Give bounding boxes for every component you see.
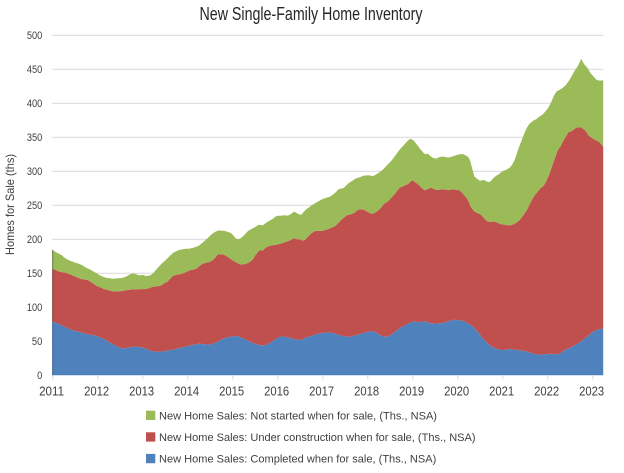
svg-text:Homes for Sale (ths): Homes for Sale (ths) [4,154,17,255]
svg-text:2019: 2019 [399,383,424,398]
svg-text:2015: 2015 [219,383,244,398]
svg-text:2014: 2014 [174,383,199,398]
svg-text:300: 300 [27,166,42,178]
svg-text:0: 0 [37,370,42,382]
svg-text:2022: 2022 [534,383,559,398]
svg-text:2016: 2016 [264,383,289,398]
svg-text:2020: 2020 [444,383,469,398]
svg-text:400: 400 [27,98,42,110]
svg-text:2012: 2012 [84,383,109,398]
svg-text:New Home Sales: Not started wh: New Home Sales: Not started when for sal… [159,411,437,423]
svg-text:New Single-Family Home Invento: New Single-Family Home Inventory [200,4,423,24]
svg-text:200: 200 [27,234,42,246]
svg-text:150: 150 [27,268,42,280]
svg-text:350: 350 [27,132,42,144]
svg-text:2023: 2023 [579,383,604,398]
svg-text:New Home Sales: Under construc: New Home Sales: Under construction when … [159,432,476,444]
svg-text:2013: 2013 [129,383,154,398]
svg-text:New Home Sales: Completed when: New Home Sales: Completed when for sale,… [159,454,437,466]
svg-text:500: 500 [27,30,42,42]
svg-text:100: 100 [27,302,42,314]
svg-text:250: 250 [27,200,42,212]
svg-text:2021: 2021 [489,383,514,398]
svg-text:2011: 2011 [39,383,64,398]
svg-text:450: 450 [27,64,42,76]
svg-text:2018: 2018 [354,383,379,398]
svg-text:50: 50 [32,336,42,348]
svg-text:2017: 2017 [309,383,334,398]
